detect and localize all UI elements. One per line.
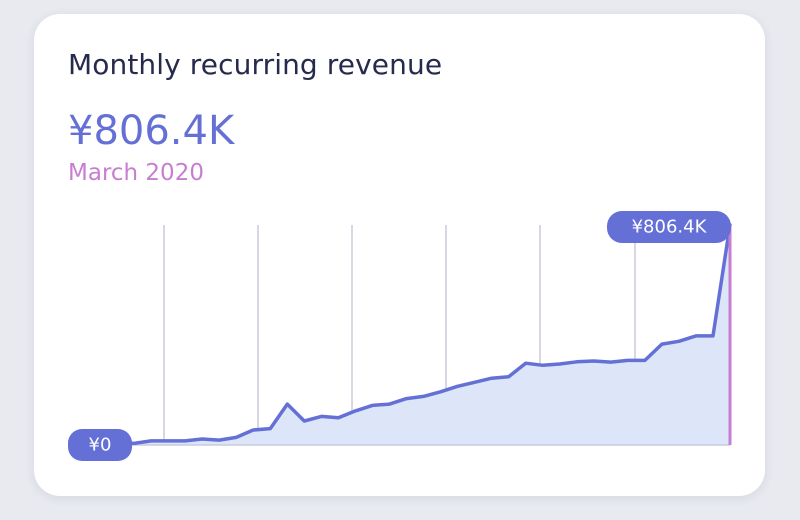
start-label: ¥0 xyxy=(89,435,112,456)
end-badge: ¥806.4K xyxy=(607,211,731,243)
start-badge: ¥0 xyxy=(68,429,132,461)
current-value: ¥806.4K xyxy=(68,108,235,154)
grid-lines xyxy=(163,225,636,445)
series-line xyxy=(98,223,732,447)
card-title: Monthly recurring revenue xyxy=(68,48,443,81)
current-period: March 2020 xyxy=(68,160,204,186)
area-fill xyxy=(100,225,730,445)
end-label: ¥806.4K xyxy=(632,217,708,238)
